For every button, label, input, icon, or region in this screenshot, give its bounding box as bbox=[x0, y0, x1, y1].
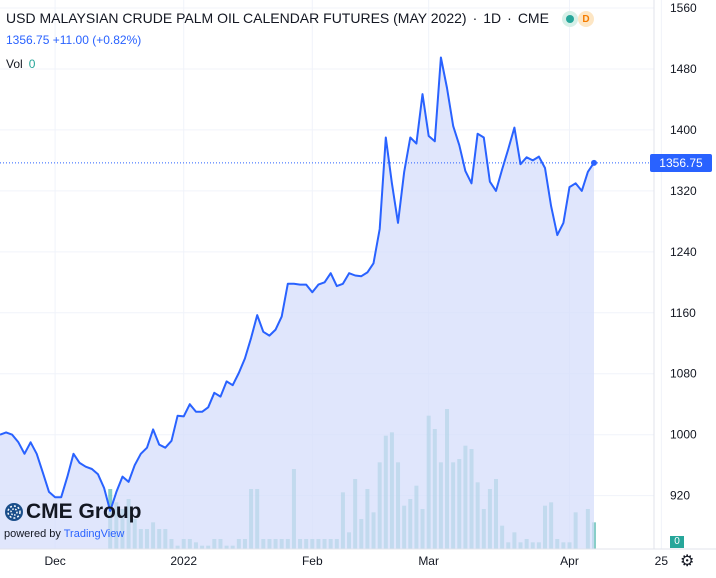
price-tick-label: 920 bbox=[670, 489, 690, 503]
cme-globe-icon bbox=[5, 503, 23, 521]
cme-group-logo: CME Group bbox=[4, 500, 142, 527]
time-tick-label: Feb bbox=[302, 554, 323, 568]
price-tick-label: 1240 bbox=[670, 245, 697, 259]
time-tick-label: 2022 bbox=[170, 554, 197, 568]
settings-gear-icon[interactable]: ⚙ bbox=[680, 553, 695, 570]
time-tick-label: Dec bbox=[44, 554, 65, 568]
volume-value: 0 bbox=[28, 57, 36, 71]
symbol-title[interactable]: USD MALAYSIAN CRUDE PALM OIL CALENDAR FU… bbox=[6, 10, 467, 26]
market-status-icon[interactable] bbox=[562, 11, 578, 27]
price-tick-label: 1000 bbox=[670, 428, 697, 442]
last-price: 1356.75 bbox=[6, 33, 50, 47]
last-price-tag: 1356.75 bbox=[650, 153, 712, 172]
interval-label[interactable]: 1D bbox=[483, 10, 502, 26]
price-area bbox=[0, 57, 594, 549]
price-axis[interactable]: 920 1000 1080 1160 1240 1320 1400 1480 1560 bbox=[670, 1, 697, 503]
exchange-label: CME bbox=[517, 10, 549, 26]
brand-name: CME Group bbox=[26, 500, 142, 523]
time-tick-label: Apr bbox=[560, 554, 579, 568]
separator-dot: · bbox=[472, 10, 478, 26]
time-tick-label: 25 bbox=[655, 554, 669, 568]
price-tick-label: 1400 bbox=[670, 123, 697, 137]
price-line bbox=[0, 56, 595, 512]
volume-tag: 0 bbox=[670, 536, 684, 548]
price-tick-label: 1480 bbox=[670, 62, 697, 76]
price-tick-label: 1160 bbox=[670, 306, 696, 320]
time-tick-label: Mar bbox=[418, 554, 439, 568]
powered-by-label: powered by bbox=[4, 528, 61, 540]
last-price-dot bbox=[591, 159, 597, 166]
tradingview-link[interactable]: TradingView bbox=[63, 528, 125, 540]
powered-by[interactable]: powered by TradingView bbox=[4, 528, 124, 540]
price-tick-label: 1080 bbox=[670, 367, 697, 381]
time-axis[interactable]: Dec 2022 Feb Mar Apr 25 bbox=[44, 554, 668, 568]
volume-label: Vol bbox=[6, 57, 23, 71]
price-tick-label: 1560 bbox=[670, 1, 697, 15]
price-tick-label: 1320 bbox=[670, 184, 697, 198]
separator-dot: · bbox=[507, 10, 512, 26]
price-change: +11.00 bbox=[52, 33, 89, 47]
delayed-data-badge[interactable]: D bbox=[578, 11, 594, 27]
price-change-percent: (+0.82%) bbox=[92, 33, 142, 47]
symbol-header[interactable]: USD MALAYSIAN CRUDE PALM OIL CALENDAR FU… bbox=[6, 10, 549, 26]
quote-values: 1356.75 +11.00 (+0.82%) bbox=[6, 33, 141, 47]
volume-legend[interactable]: Vol 0 bbox=[6, 57, 35, 71]
